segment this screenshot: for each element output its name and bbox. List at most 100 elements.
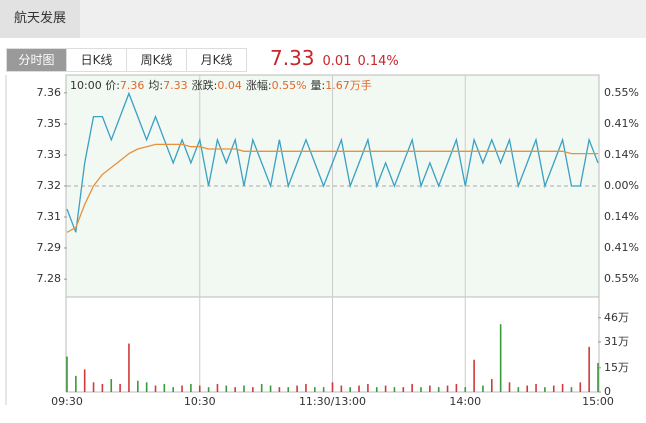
info-label: 价: xyxy=(105,79,120,92)
volume-bar xyxy=(314,387,316,392)
volume-bar xyxy=(597,362,599,392)
volume-bar xyxy=(66,356,68,392)
volume-bar xyxy=(269,385,272,392)
volume-bar xyxy=(207,387,210,392)
volume-bar xyxy=(579,382,582,392)
volume-bar xyxy=(588,346,590,392)
x-tick-label: 15:00 xyxy=(582,395,614,408)
volume-bar xyxy=(331,382,334,392)
volume-bar xyxy=(322,387,325,392)
volume-bar xyxy=(517,387,520,392)
x-tick-label: 14:00 xyxy=(449,395,481,408)
top-bar: 航天发展 xyxy=(0,0,646,38)
volume-bar xyxy=(552,385,555,392)
volume-bar xyxy=(358,385,360,392)
volume-bar xyxy=(92,382,95,392)
x-tick-label: 09:30 xyxy=(51,395,83,408)
volume-bar xyxy=(225,385,228,392)
volume-bar xyxy=(110,379,113,392)
volume-bar xyxy=(145,382,148,392)
volume-bar xyxy=(252,387,254,392)
tab[interactable]: 周K线 xyxy=(127,48,187,72)
info-value: 0.55% xyxy=(271,79,307,92)
right-pct-label: 0.55% xyxy=(604,86,639,99)
volume-bar xyxy=(101,383,104,392)
volume-bar xyxy=(393,387,396,392)
right-pct-label: 0.00% xyxy=(604,179,639,192)
price-line xyxy=(66,143,598,233)
y-tick-label: 7.36 xyxy=(37,86,62,99)
volume-bar xyxy=(384,385,387,392)
volume-bar xyxy=(526,385,528,392)
volume-bar xyxy=(75,375,77,392)
change-pct: 0.14% xyxy=(357,54,399,69)
volume-bar xyxy=(190,383,192,392)
volume-bar xyxy=(83,369,86,392)
volume-bar xyxy=(455,383,458,392)
volume-bar xyxy=(411,383,413,392)
info-value: 7.33 xyxy=(163,79,188,92)
y-tick-label: 7.29 xyxy=(37,241,62,254)
volume-bar xyxy=(349,387,351,392)
volume-bar xyxy=(278,387,281,392)
volume-bar xyxy=(119,383,121,392)
tab[interactable]: 日K线 xyxy=(67,48,127,72)
volume-bar xyxy=(491,379,493,392)
info-value: 1.67万手 xyxy=(325,79,372,92)
change: 0.01 xyxy=(322,54,352,69)
volume-bar xyxy=(163,383,166,392)
volume-bar xyxy=(216,383,219,392)
volume-bar xyxy=(305,383,307,392)
volume-bar xyxy=(429,385,431,392)
volume-bar xyxy=(375,387,378,392)
volume-tick-label: 31万 xyxy=(604,335,629,348)
y-tick-label: 7.31 xyxy=(37,210,62,223)
right-pct-label: 0.55% xyxy=(604,272,639,285)
info-label: 量: xyxy=(310,79,326,92)
volume-bar xyxy=(544,387,546,392)
volume-bar xyxy=(181,385,183,392)
volume-bar xyxy=(446,385,449,392)
volume-bar xyxy=(473,359,475,392)
volume-bar xyxy=(296,385,298,392)
y-tick-label: 7.35 xyxy=(37,117,62,130)
stock-tab[interactable]: 航天发展 xyxy=(0,0,80,38)
info-label: 涨跌: xyxy=(191,79,218,92)
volume-bar xyxy=(287,387,290,392)
tab[interactable]: 月K线 xyxy=(187,48,247,72)
info-label: 均: xyxy=(148,79,164,92)
x-tick-label: 10:30 xyxy=(184,395,216,408)
volume-bar xyxy=(172,387,174,392)
chart-tabs: 分时图 日K线 周K线 月K线 xyxy=(6,48,247,72)
volume-bar xyxy=(243,385,245,392)
tab[interactable]: 分时图 xyxy=(6,48,67,72)
right-pct-label: 0.41% xyxy=(604,241,639,254)
volume-bar xyxy=(402,387,405,392)
info-label: 涨幅: xyxy=(245,79,272,92)
volume-bar xyxy=(340,385,343,392)
volume-bar xyxy=(128,343,130,392)
volume-bar xyxy=(154,385,157,392)
volume-bar xyxy=(570,387,573,392)
volume-bar xyxy=(367,383,369,392)
x-tick-label: 11:30/13:00 xyxy=(299,395,366,408)
right-pct-label: 0.41% xyxy=(604,117,639,130)
volume-bar xyxy=(437,387,440,392)
info-time: 10:00 xyxy=(70,79,102,92)
volume-tick-label: 0 xyxy=(604,385,611,398)
volume-bar xyxy=(464,387,467,392)
volume-bar xyxy=(137,380,139,392)
volume-bar xyxy=(420,387,422,392)
volume-bar xyxy=(561,383,564,392)
right-pct-label: 0.14% xyxy=(604,148,639,161)
info-line: 10:00 价:7.36 均:7.33 涨跌:0.04 涨幅:0.55% 量:1.67万… xyxy=(70,77,376,93)
volume-bar xyxy=(535,383,537,392)
info-value: 7.36 xyxy=(119,79,145,92)
volume-tick-label: 46万 xyxy=(604,311,629,324)
volume-bar xyxy=(260,383,263,392)
right-pct-label: 0.14% xyxy=(604,210,639,223)
volume-bar xyxy=(482,385,484,392)
volume-bar xyxy=(499,324,502,392)
